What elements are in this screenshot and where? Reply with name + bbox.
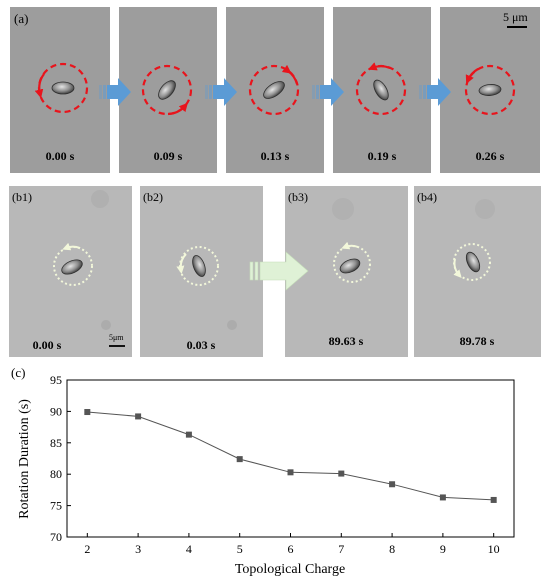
x-tick-label: 9 — [440, 542, 446, 556]
time-a4: 0.19 s — [368, 149, 397, 163]
rotation-arrow-a4 — [367, 62, 391, 71]
series-line — [87, 411, 494, 501]
y-axis-ticks: 70 75 80 85 90 95 — [50, 373, 71, 544]
y-tick-label: 75 — [50, 499, 62, 513]
x-axis-label: Topological Charge — [235, 562, 345, 577]
cell-a3 — [263, 81, 285, 99]
rotation-arrow-a2 — [167, 102, 188, 116]
y-tick-label: 90 — [50, 404, 62, 418]
rotation-path-b3 — [333, 245, 371, 283]
step-arrow-1 — [99, 78, 131, 106]
cell-a1 — [51, 81, 75, 95]
panel-b: (b1) (b2) (b3) (b4) 5μm — [9, 186, 541, 357]
time-a3: 0.13 s — [261, 149, 290, 163]
frame-b1-content — [53, 242, 93, 286]
y-tick-label: 70 — [50, 530, 62, 544]
x-axis-ticks: 2 3 4 5 6 7 8 9 10 — [84, 533, 500, 556]
debris — [101, 320, 111, 330]
panel-a: (a) 5 μm — [10, 7, 540, 173]
rotation-arrow-a5 — [465, 68, 479, 85]
frame-a3-content — [248, 64, 300, 116]
label-b2: (b2) — [143, 190, 163, 204]
y-tick-label: 85 — [50, 436, 62, 450]
frame-b4-content — [453, 243, 491, 281]
cell-b2 — [192, 255, 206, 277]
scale-bar-label-b: 5μm — [109, 333, 124, 342]
time-b1: 0.00 s — [33, 338, 62, 352]
cell-b1 — [61, 259, 83, 275]
data-point — [338, 470, 345, 477]
x-tick-label: 4 — [186, 542, 192, 556]
x-tick-label: 6 — [288, 542, 294, 556]
rotation-arrow-b3 — [341, 241, 359, 250]
data-point — [439, 494, 446, 501]
label-b4: (b4) — [417, 190, 437, 204]
step-arrow-4 — [419, 78, 451, 106]
frame-a5-content — [464, 64, 516, 116]
time-a5: 0.26 s — [476, 149, 505, 163]
y-tick-label: 80 — [50, 467, 62, 481]
x-tick-label: 2 — [84, 542, 90, 556]
time-skip-arrow — [249, 251, 309, 291]
x-tick-label: 7 — [338, 542, 344, 556]
data-point — [185, 431, 192, 438]
y-tick-label: 95 — [50, 373, 62, 387]
data-point — [490, 496, 497, 503]
cell-a2 — [158, 80, 176, 100]
panel-c-label: (c) — [11, 365, 25, 380]
plot-area — [66, 379, 515, 538]
rotation-path-b1 — [53, 246, 93, 286]
panel-a-label: (a) — [14, 11, 28, 26]
debris — [91, 190, 109, 208]
data-series — [84, 409, 497, 503]
rotation-path-a3 — [248, 64, 300, 116]
x-tick-label: 5 — [237, 542, 243, 556]
time-a1: 0.00 s — [46, 149, 75, 163]
data-point — [135, 413, 142, 420]
frame-b2-content — [176, 246, 219, 286]
frame-a1-content — [34, 62, 89, 114]
label-b1: (b1) — [12, 190, 32, 204]
rotation-arrow-a3 — [281, 64, 299, 85]
x-tick-label: 8 — [389, 542, 395, 556]
time-b4: 89.78 s — [460, 334, 495, 348]
panel-c: (c) 70 75 80 85 90 95 2 3 4 5 6 7 8 9 10 Rotation Dur… — [11, 365, 515, 577]
data-point — [287, 469, 294, 476]
rotation-path-a2 — [141, 64, 193, 116]
time-a2: 0.09 s — [154, 149, 183, 163]
rotation-arrow-b1 — [62, 242, 81, 251]
frame-b3-content — [333, 241, 371, 283]
debris — [475, 199, 495, 219]
rotation-arrow-b2 — [176, 253, 187, 274]
frame-a4-content — [355, 62, 407, 116]
data-point — [236, 456, 243, 463]
time-b3: 89.63 s — [329, 334, 364, 348]
rotation-arrow-b4 — [453, 258, 462, 279]
y-axis-label: Rotation Duration (s) — [17, 399, 32, 519]
frame-a2-content — [141, 64, 193, 116]
rotation-arrow-a1 — [34, 73, 45, 99]
step-arrow-3 — [312, 78, 344, 106]
rotation-path-a5 — [464, 64, 516, 116]
data-point — [389, 481, 396, 488]
cell-b4 — [465, 251, 481, 273]
cell-a4 — [373, 79, 389, 101]
debris — [332, 198, 354, 220]
cell-a5 — [478, 84, 502, 96]
step-arrow-2 — [205, 78, 237, 106]
scale-bar-label-a: 5 μm — [503, 10, 528, 24]
debris — [227, 320, 237, 330]
label-b3: (b3) — [288, 190, 308, 204]
x-tick-label: 3 — [135, 542, 141, 556]
x-tick-label: 10 — [488, 542, 500, 556]
data-point — [84, 409, 91, 416]
rotation-path-b4 — [453, 243, 491, 281]
cell-b3 — [339, 258, 361, 274]
time-b2: 0.03 s — [187, 338, 216, 352]
